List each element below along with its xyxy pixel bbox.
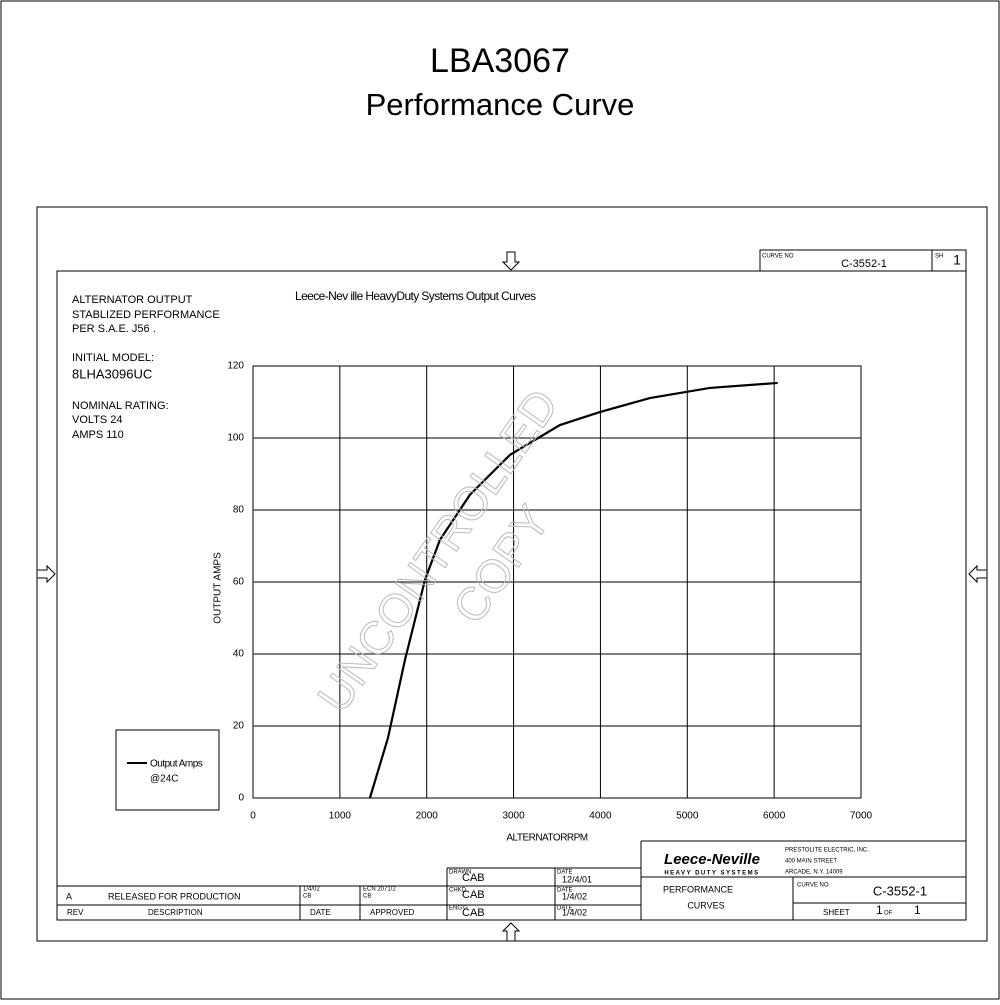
y-label: OUTPUT AMPS: [213, 552, 224, 624]
rev-date-by: CB: [303, 894, 311, 900]
label: DRAWN: [449, 870, 471, 876]
label: OF: [884, 911, 893, 917]
city: ARCADE, N.Y. 14009: [785, 870, 843, 876]
watermark: UNCONTROLLED COPY: [307, 379, 569, 722]
brand-sub: HEAVY DUTY SYSTEMS: [664, 871, 759, 877]
sh: 1: [953, 252, 961, 268]
col: APPROVED: [370, 908, 415, 917]
y-tick-label: 20: [233, 721, 245, 732]
label: DATE: [557, 906, 573, 912]
sheets: 1: [914, 903, 921, 917]
rev-desc: RELEASED FOR PRODUCTION: [108, 891, 241, 901]
x-tick-label: 2000: [416, 811, 439, 822]
value: 1/4/02: [562, 907, 587, 917]
label: CURVE NO: [762, 254, 794, 260]
x-tick-label: 3000: [502, 811, 525, 822]
curve-no: C-3552-1: [841, 258, 887, 270]
label: CHKD: [449, 888, 467, 894]
note: 8LHA3096UC: [72, 366, 152, 381]
chart-title: Leece-Nev ille HeavyDuty Systems Output …: [295, 289, 536, 303]
note: AMPS 110: [72, 429, 124, 441]
x-tick-label: 5000: [676, 811, 699, 822]
curve-no: C-3552-1: [873, 883, 927, 898]
legend-box: [115, 729, 220, 811]
label: ENG'G: [449, 906, 468, 912]
y-tick-label: 0: [238, 793, 244, 804]
rev-appr-by: CB: [363, 894, 371, 900]
note: STABLIZED PERFORMANCE: [72, 309, 220, 321]
y-tick-label: 120: [227, 361, 244, 372]
note: INITIAL MODEL:: [72, 352, 154, 364]
label: DATE: [557, 870, 573, 876]
value: CAB: [462, 889, 485, 901]
value: CAB: [462, 907, 485, 919]
legend-label: Output Amps: [150, 759, 203, 770]
title-block-lines: [57, 840, 966, 920]
note: NOMINAL RATING:: [72, 400, 169, 412]
title: LBA3067: [430, 42, 570, 80]
brand: Leece-Neville: [664, 851, 760, 868]
company: PRESTOLITE ELECTRIC, INC.: [785, 848, 869, 854]
y-tick-label: 100: [227, 433, 244, 444]
note: ALTERNATOR OUTPUT: [72, 294, 193, 306]
x-tick-label: 1000: [329, 811, 352, 822]
value: CAB: [462, 872, 485, 884]
note: PER S.A.E. J56 .: [72, 323, 156, 335]
rev: A: [66, 891, 72, 901]
col: DATE: [310, 908, 331, 917]
label: SHEET: [823, 908, 850, 917]
rev-date: 1/4/02: [303, 887, 320, 893]
label: DATE: [557, 888, 573, 894]
value: 1/4/02: [562, 891, 587, 901]
street: 400 MAIN STREET: [785, 859, 837, 865]
x-tick-label: 0: [250, 811, 256, 822]
note: VOLTS 24: [72, 414, 123, 426]
x-tick-label: 6000: [763, 811, 786, 822]
y-tick-label: 80: [233, 505, 245, 516]
arrows: [36, 251, 988, 942]
sheet: 1: [876, 903, 883, 917]
drawing-border: [56, 270, 967, 921]
label: CURVE NO: [797, 883, 829, 889]
curve-no-box: [759, 249, 967, 272]
col: REV: [67, 908, 84, 917]
legend-note: @24C: [150, 774, 179, 785]
label: SH: [935, 254, 943, 260]
y-tick-label: 60: [233, 577, 245, 588]
plot: 0 20 40 60 80 100 120 0 1000 2000 3000 4000 5000 6000…: [227, 361, 872, 822]
x-label: ALTERNATORRPM: [506, 833, 587, 844]
x-tick-label: 7000: [850, 811, 873, 822]
subtitle: Performance Curve: [366, 87, 635, 122]
rev-appr: ECN 2071/2: [363, 887, 396, 893]
x-tick-label: 4000: [589, 811, 612, 822]
value: 12/4/01: [562, 874, 592, 884]
series-line: [368, 381, 778, 799]
y-tick-label: 40: [233, 649, 245, 660]
col: DESCRIPTION: [148, 908, 203, 917]
doc: PERFORMANCE: [663, 884, 733, 894]
doc: CURVES: [687, 900, 724, 910]
